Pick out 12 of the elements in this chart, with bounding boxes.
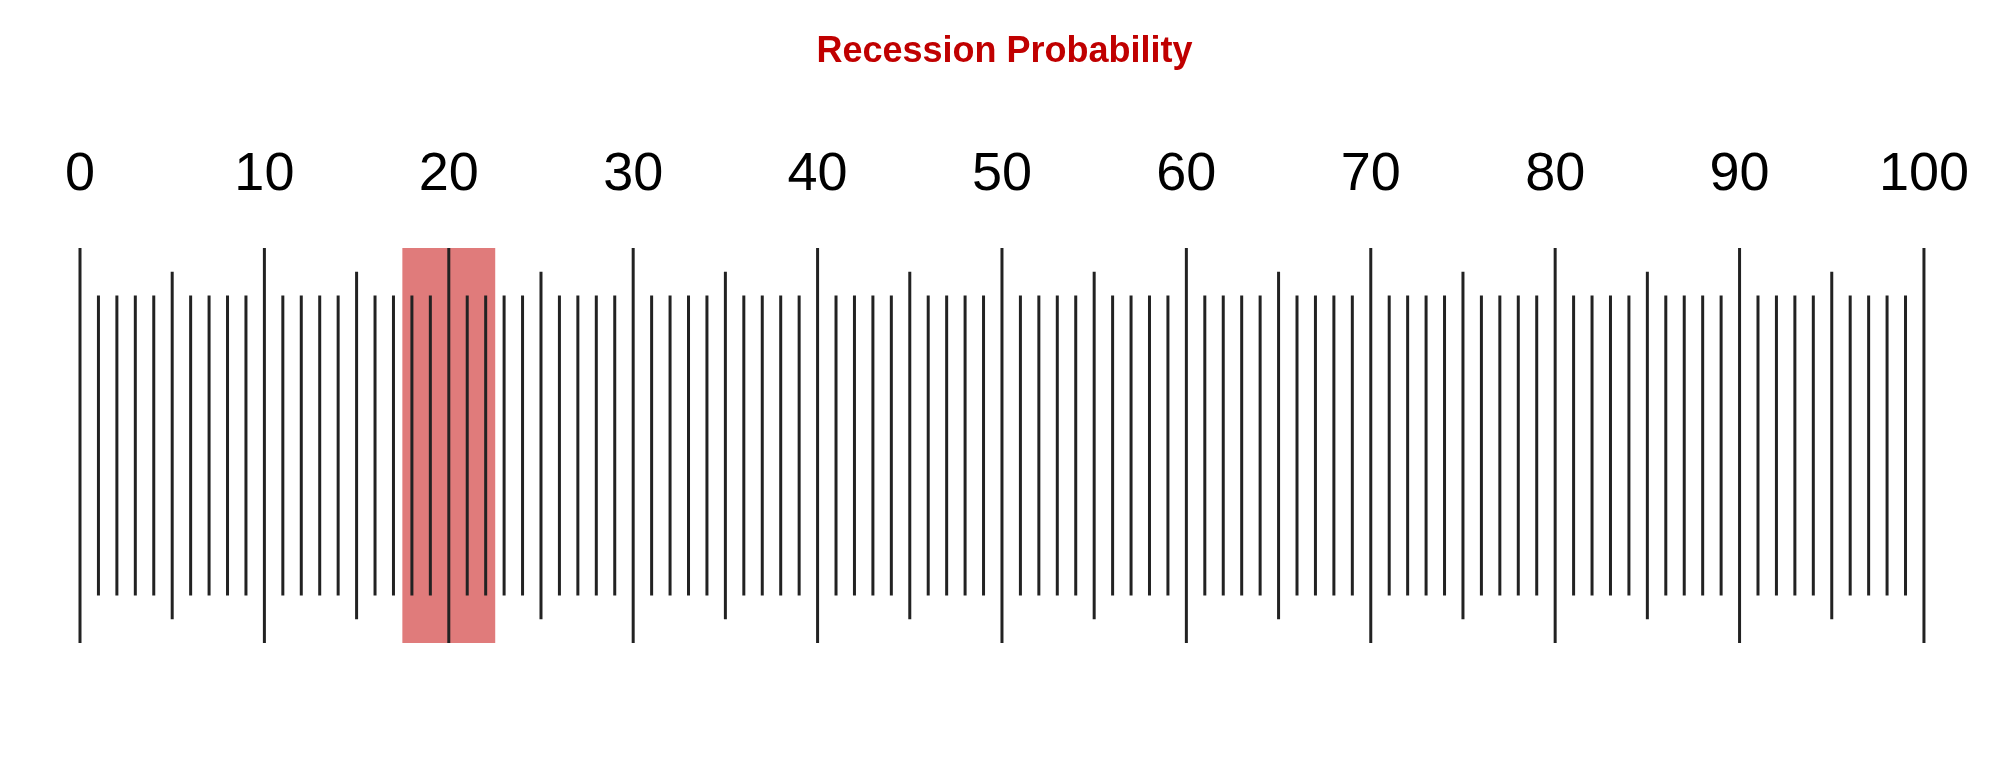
x-tick-label: 20 — [418, 141, 479, 202]
x-tick-label: 40 — [787, 141, 848, 202]
x-tick-label: 50 — [971, 141, 1033, 202]
x-tick-label: 80 — [1525, 141, 1586, 202]
x-tick-label: 70 — [1340, 141, 1401, 202]
x-tick-label: 60 — [1156, 141, 1217, 202]
x-tick-label: 100 — [1878, 141, 1970, 202]
x-tick-label: 0 — [64, 141, 96, 202]
chart-title: Recession Probability — [816, 28, 1193, 70]
x-tick-label: 10 — [234, 141, 295, 202]
x-tick-label: 90 — [1709, 141, 1770, 202]
x-tick-label: 30 — [603, 141, 664, 202]
